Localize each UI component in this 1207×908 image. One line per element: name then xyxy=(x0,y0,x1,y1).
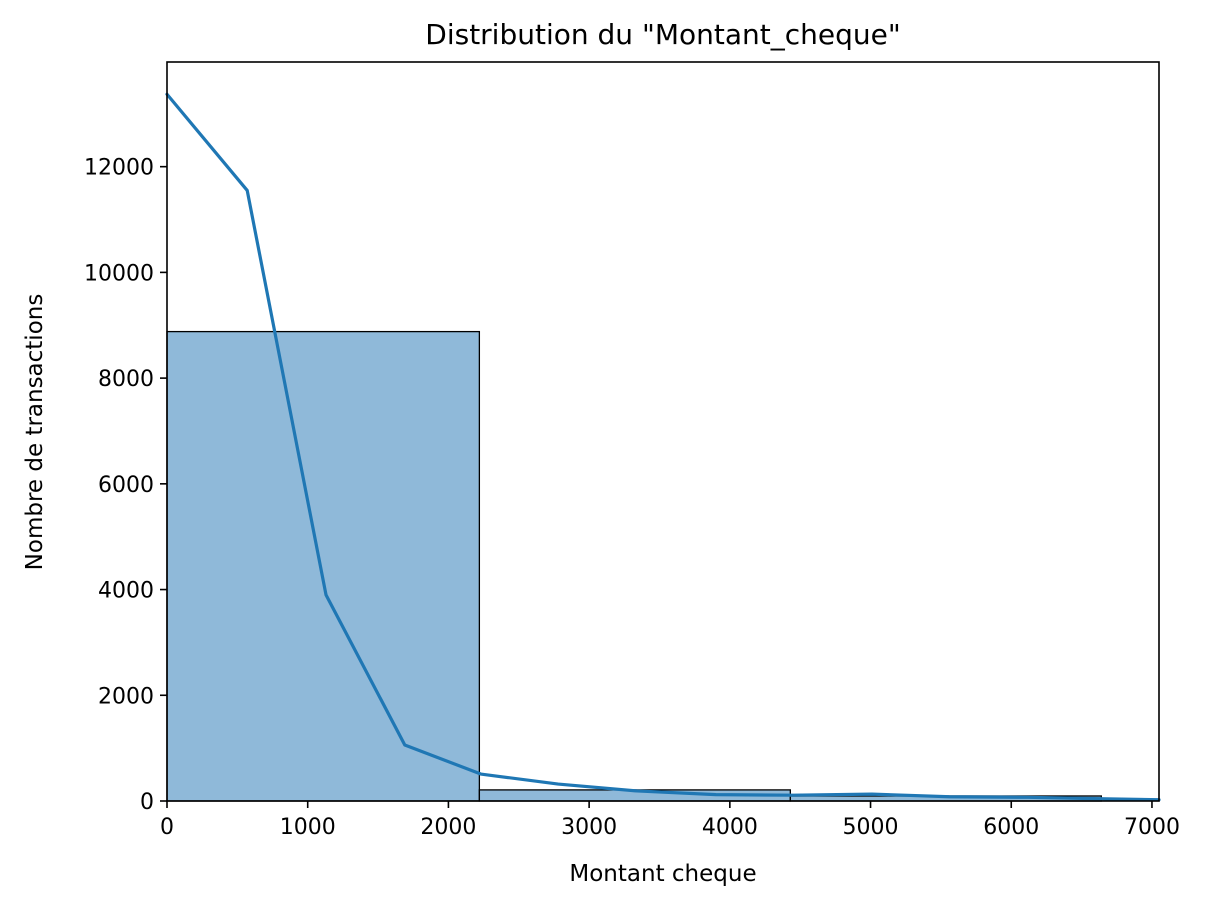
x-axis-label: Montant cheque xyxy=(569,861,756,887)
y-tick-label: 2000 xyxy=(98,684,154,709)
y-tick-label: 12000 xyxy=(84,156,154,181)
y-tick-label: 6000 xyxy=(98,473,154,498)
chart-title: Distribution du "Montant_cheque" xyxy=(425,18,900,51)
x-tick-label: 6000 xyxy=(983,815,1039,840)
y-tick-label: 10000 xyxy=(84,261,154,286)
x-tick-label: 7000 xyxy=(1124,815,1180,840)
x-tick-label: 1000 xyxy=(280,815,336,840)
plot-frame xyxy=(166,61,1160,802)
kde-curve-group xyxy=(165,92,1161,802)
y-tick-label: 4000 xyxy=(98,579,154,604)
y-axis-ticks: 0 2000 4000 6000 8000 10000 12000 xyxy=(84,156,167,815)
histogram-bars xyxy=(166,330,1102,802)
x-tick-label: 4000 xyxy=(702,815,758,840)
y-tick-label: 8000 xyxy=(98,367,154,392)
y-tick-label: 0 xyxy=(140,790,154,815)
x-tick-label: 2000 xyxy=(420,815,476,840)
x-tick-label: 5000 xyxy=(843,815,899,840)
histogram-bar xyxy=(166,330,481,802)
x-tick-label: 0 xyxy=(160,815,174,840)
y-axis-label: Nombre de transactions xyxy=(22,294,48,571)
kde-line xyxy=(165,92,1161,802)
x-tick-label: 3000 xyxy=(561,815,617,840)
x-axis-ticks: 0 1000 2000 3000 4000 5000 6000 7000 xyxy=(160,801,1180,840)
